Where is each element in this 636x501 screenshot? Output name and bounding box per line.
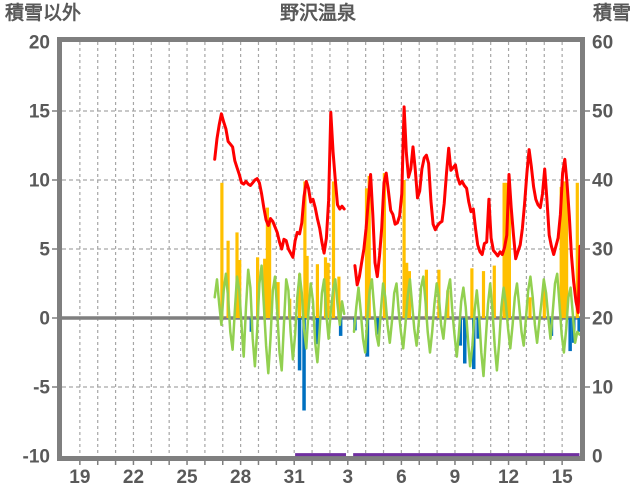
left-axis-title: 積雪以外: [5, 3, 82, 24]
svg-text:50: 50: [592, 102, 613, 123]
svg-text:31: 31: [284, 467, 306, 488]
svg-text:9: 9: [450, 467, 461, 488]
svg-text:15: 15: [552, 467, 574, 488]
svg-text:10: 10: [592, 378, 613, 399]
svg-text:5: 5: [39, 240, 50, 261]
svg-text:22: 22: [123, 467, 144, 488]
svg-text:3: 3: [343, 467, 354, 488]
svg-text:15: 15: [29, 102, 51, 123]
svg-text:-10: -10: [23, 447, 50, 468]
svg-text:0: 0: [39, 309, 50, 330]
svg-text:30: 30: [592, 240, 613, 261]
right-axis-title: 積雪: [592, 3, 631, 24]
svg-text:25: 25: [176, 467, 198, 488]
svg-text:60: 60: [592, 33, 613, 54]
chart-title: 野沢温泉: [279, 3, 356, 24]
svg-text:-5: -5: [33, 378, 50, 399]
svg-text:28: 28: [230, 467, 251, 488]
svg-text:19: 19: [69, 467, 90, 488]
svg-text:6: 6: [396, 467, 407, 488]
svg-text:40: 40: [592, 171, 613, 192]
svg-text:10: 10: [29, 171, 50, 192]
svg-text:20: 20: [29, 33, 50, 54]
svg-text:12: 12: [498, 467, 519, 488]
svg-text:0: 0: [592, 447, 603, 468]
svg-text:20: 20: [592, 309, 613, 330]
